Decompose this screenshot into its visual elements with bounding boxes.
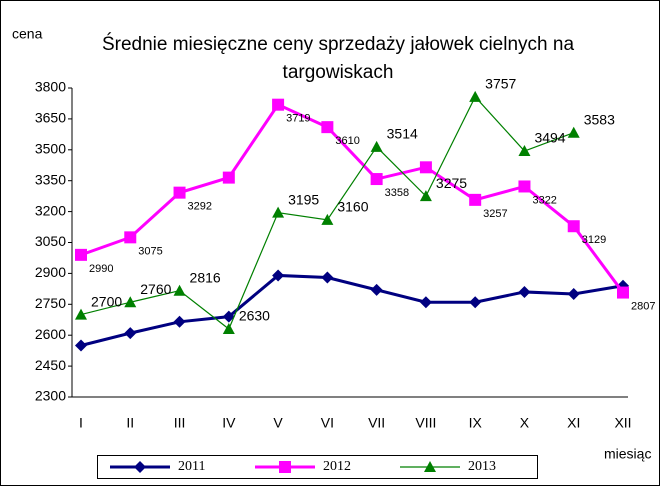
- marker: [173, 186, 186, 199]
- marker: [321, 213, 334, 225]
- marker: [321, 121, 334, 134]
- marker: [279, 461, 291, 473]
- marker: [567, 220, 580, 233]
- data-label: 3583: [584, 111, 615, 127]
- y-tick-label: 3650: [35, 110, 66, 126]
- marker: [469, 90, 482, 102]
- marker: [124, 296, 137, 308]
- y-tick-label: 3350: [35, 171, 66, 187]
- marker: [617, 286, 629, 299]
- legend-label: 2011: [178, 459, 205, 474]
- y-tick-label: 2750: [35, 295, 66, 311]
- marker: [419, 190, 432, 202]
- x-axis-label: miesiąc: [604, 446, 651, 462]
- data-label: 2700: [91, 293, 122, 309]
- marker: [134, 461, 146, 473]
- x-tick-label: VI: [321, 415, 334, 431]
- data-label: 3757: [485, 76, 516, 92]
- marker: [75, 248, 87, 261]
- y-tick-label: 2900: [35, 264, 66, 280]
- marker: [321, 271, 334, 284]
- marker: [370, 173, 383, 186]
- data-label: 3257: [483, 208, 507, 220]
- data-label: 3514: [387, 126, 418, 142]
- marker: [419, 161, 432, 174]
- x-tick-label: I: [79, 415, 83, 431]
- x-tick-label: III: [174, 415, 186, 431]
- marker: [272, 206, 285, 218]
- marker: [424, 461, 436, 472]
- data-label: 2816: [190, 269, 221, 285]
- marker: [419, 296, 432, 309]
- legend: [97, 455, 538, 479]
- marker: [173, 284, 186, 296]
- series-line: [80, 273, 624, 347]
- marker: [469, 193, 482, 206]
- data-label: 2990: [89, 263, 113, 275]
- series-line: [80, 102, 625, 294]
- marker: [124, 327, 137, 340]
- data-label: 2630: [239, 308, 270, 324]
- marker: [272, 269, 285, 282]
- x-tick-label: II: [126, 415, 134, 431]
- x-tick-label: VII: [368, 415, 385, 431]
- x-tick-label: V: [273, 415, 283, 431]
- x-tick-label: XI: [567, 415, 580, 431]
- marker: [222, 323, 235, 335]
- y-tick-label: 3200: [35, 202, 66, 218]
- y-axis-label: cena: [12, 26, 43, 42]
- chart-title: Średnie miesięczne ceny sprzedaży jałowe…: [102, 33, 575, 83]
- y-tick-label: 3050: [35, 233, 66, 249]
- data-label: 2760: [140, 281, 171, 297]
- y-tick-label: 2300: [35, 388, 66, 404]
- data-label: 3160: [337, 199, 368, 215]
- x-tick-label: VIII: [415, 415, 436, 431]
- marker: [469, 296, 482, 309]
- marker: [222, 171, 235, 184]
- marker: [272, 98, 285, 111]
- data-label: 3610: [335, 135, 359, 147]
- x-tick-label: XII: [614, 415, 631, 431]
- marker: [518, 145, 531, 157]
- y-tick-label: 3800: [35, 79, 66, 95]
- x-tick-label: X: [520, 415, 530, 431]
- marker: [370, 283, 383, 296]
- marker: [173, 315, 186, 328]
- marker: [75, 339, 87, 352]
- data-label: 2807: [631, 300, 655, 312]
- y-tick-label: 2450: [35, 357, 66, 373]
- marker: [124, 231, 137, 244]
- data-label: 3275: [436, 175, 467, 191]
- data-label: 3322: [532, 194, 556, 206]
- data-label: 3494: [534, 130, 565, 146]
- marker: [567, 288, 580, 300]
- y-tick-label: 2600: [35, 326, 66, 342]
- x-tick-label: IV: [222, 415, 236, 431]
- data-label: 3075: [138, 245, 162, 257]
- marker: [370, 140, 383, 152]
- marker: [518, 285, 531, 298]
- data-label: 3129: [582, 234, 606, 246]
- data-label: 3358: [385, 187, 409, 199]
- y-tick-label: 3500: [35, 141, 66, 157]
- marker: [567, 126, 580, 138]
- legend-label: 2012: [323, 459, 351, 474]
- data-label: 3292: [188, 201, 212, 213]
- marker: [518, 180, 531, 193]
- data-label: 3719: [286, 113, 310, 125]
- data-label: 3195: [288, 191, 319, 207]
- legend-label: 2013: [468, 459, 496, 474]
- x-tick-label: IX: [469, 415, 483, 431]
- marker: [222, 310, 235, 323]
- marker: [75, 308, 87, 320]
